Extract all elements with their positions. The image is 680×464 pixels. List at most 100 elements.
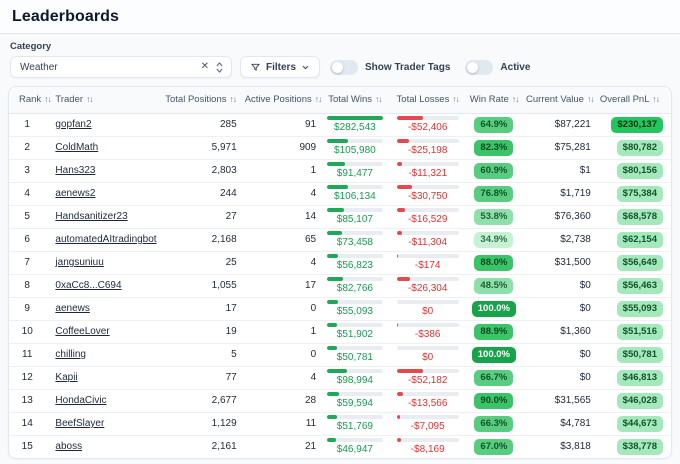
- trader-link[interactable]: Hans323: [55, 165, 96, 176]
- progress-track: [396, 300, 459, 304]
- total-positions-cell: 5: [161, 343, 241, 367]
- leaderboard-header-row: Rank ↑↓ Trader ↑↓ Total Positions ↑↓ Active Po…: [9, 87, 671, 114]
- progress-track: [327, 162, 383, 166]
- win-rate-cell: 88.9%: [465, 320, 523, 344]
- progress-fill: [327, 369, 347, 373]
- trader-link[interactable]: aboss: [55, 441, 83, 453]
- trader-link[interactable]: HondaCivic: [55, 395, 107, 406]
- col-header-total-wins[interactable]: Total Wins ↑↓: [320, 87, 390, 114]
- overall-pnl-cell: $230,137: [594, 113, 671, 137]
- current-value-cell: $0: [522, 274, 595, 298]
- overall-pnl-badge: $62,154: [616, 231, 663, 248]
- current-value-cell: $31,500: [522, 251, 595, 275]
- active-positions-cell: 1: [240, 320, 321, 344]
- progress-track: [396, 231, 459, 235]
- rank-cell: 14: [9, 412, 46, 436]
- overall-pnl-badge: $75,384: [616, 185, 663, 202]
- total-wins-cell: $56,823: [320, 251, 390, 275]
- trader-link[interactable]: gopfan2: [55, 119, 92, 130]
- filters-button[interactable]: Filters: [240, 56, 321, 78]
- rank-cell: 12: [9, 366, 46, 390]
- progress-track: [396, 392, 459, 396]
- current-value-cell: $0: [522, 366, 595, 390]
- total-positions-cell: 17: [161, 297, 241, 321]
- total-wins-cell: $82,766: [320, 274, 390, 298]
- win-rate-cell: 66.7%: [465, 366, 523, 390]
- rank-cell: 9: [9, 297, 46, 321]
- total-wins-cell: $46,947: [320, 435, 390, 458]
- progress-fill: [327, 162, 346, 166]
- bar-value: $73,458: [336, 237, 373, 248]
- bar-value: -$13,566: [407, 398, 448, 409]
- progress-track: [327, 116, 383, 120]
- progress-fill: [327, 254, 339, 258]
- bar-value: $51,902: [336, 329, 373, 340]
- col-header-rank[interactable]: Rank ↑↓: [9, 87, 52, 114]
- trader-link[interactable]: automatedAItradingbot: [55, 234, 157, 245]
- total-losses-cell: -$11,321: [389, 159, 466, 183]
- active-positions-cell: 28: [240, 389, 321, 413]
- trader-link[interactable]: ColdMath: [55, 142, 99, 153]
- trader-cell: aenews2: [45, 182, 162, 206]
- trader-link[interactable]: jangsuniuu: [55, 257, 104, 268]
- trader-link[interactable]: chilling: [55, 349, 86, 360]
- col-header-trader[interactable]: Trader ↑↓: [45, 87, 162, 114]
- trader-link[interactable]: aenews2: [55, 188, 96, 199]
- current-value-cell: $31,565: [522, 389, 595, 413]
- category-select[interactable]: Weather ✕: [10, 56, 232, 78]
- sort-icon: ↑↓: [652, 94, 660, 105]
- col-header-current-value[interactable]: Current Value ↑↓: [522, 87, 595, 114]
- trader-cell: aboss: [45, 435, 161, 458]
- current-value-cell: $1,719: [522, 182, 595, 206]
- overall-pnl-cell: $51,516: [594, 320, 671, 344]
- total-positions-cell: 2,168: [161, 228, 241, 252]
- bar-value: $0: [422, 306, 434, 317]
- win-rate-badge: 66.3%: [474, 415, 514, 432]
- win-rate-cell: 88.0%: [465, 251, 523, 275]
- col-header-win-rate[interactable]: Win Rate ↑↓: [465, 87, 523, 114]
- trader-link[interactable]: CoffeeLover: [55, 326, 110, 337]
- trader-link[interactable]: Kapii: [55, 372, 78, 383]
- progress-fill: [396, 254, 399, 258]
- chevron-updown-icon[interactable]: [214, 61, 225, 74]
- progress-track: [396, 116, 459, 120]
- trader-link[interactable]: Handsanitizer23: [55, 211, 128, 222]
- total-losses-cell: -$52,182: [389, 366, 466, 390]
- col-header-overall-pnl[interactable]: Overall PnL ↑↓: [594, 87, 671, 114]
- col-header-total-positions[interactable]: Total Positions ↑↓: [161, 87, 241, 114]
- col-header-label: Trader: [55, 94, 84, 106]
- show-trader-tags-toggle[interactable]: [330, 59, 359, 75]
- overall-pnl-badge: $80,156: [616, 162, 663, 179]
- table-row: 4 aenews2 244 4 $106,134 -$30,750 76.8% $1,719 $…: [9, 182, 671, 206]
- total-wins-cell: $282,543: [320, 113, 390, 137]
- active-toggle[interactable]: [465, 59, 494, 75]
- trader-link[interactable]: BeefSlayer: [55, 418, 105, 429]
- progress-track: [396, 162, 459, 166]
- progress-track: [327, 185, 383, 189]
- progress-fill: [396, 415, 401, 419]
- progress-fill: [327, 392, 339, 396]
- category-select-value: Weather: [20, 61, 58, 73]
- table-row: 14 BeefSlayer 1,129 11 $51,769 -$7,095 66.3% $4…: [9, 412, 671, 436]
- total-losses-cell: -$13,566: [389, 389, 466, 413]
- total-positions-cell: 1,129: [161, 412, 241, 436]
- progress-fill: [327, 231, 342, 235]
- bar-value: -$52,406: [407, 122, 448, 133]
- col-header-total-losses[interactable]: Total Losses ↑↓: [389, 87, 466, 114]
- trader-link[interactable]: 0xaCc8...C694: [55, 280, 122, 291]
- clear-icon[interactable]: ✕: [200, 61, 209, 72]
- bar-value: $85,107: [336, 214, 373, 225]
- overall-pnl-cell: $38,778: [595, 435, 671, 458]
- bar-value: -$16,529: [407, 214, 448, 225]
- progress-track: [327, 415, 383, 419]
- col-header-label: Win Rate: [469, 94, 509, 106]
- progress-track: [327, 254, 383, 258]
- total-wins-cell: $55,093: [320, 297, 390, 321]
- trader-link[interactable]: aenews: [55, 303, 90, 314]
- overall-pnl-badge: $44,673: [616, 415, 663, 432]
- rank-cell: 6: [9, 228, 46, 252]
- table-row: 6 automatedAItradingbot 2,168 65 $73,458 -$11…: [9, 228, 671, 252]
- total-positions-cell: 25: [161, 251, 241, 275]
- progress-fill: [327, 139, 348, 143]
- col-header-active-positions[interactable]: Active Positions ↑↓: [240, 87, 322, 114]
